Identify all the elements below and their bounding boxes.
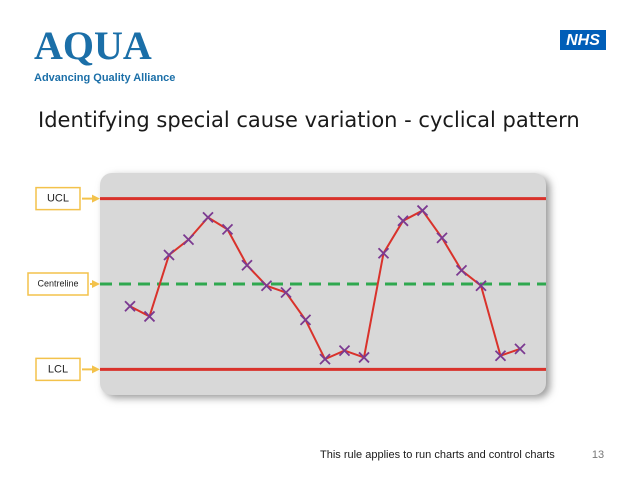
marker: [319, 353, 331, 365]
marker: [260, 280, 273, 292]
marker: [221, 223, 234, 235]
marker: [436, 232, 448, 244]
arrow-head: [92, 365, 100, 374]
marker: [182, 233, 195, 246]
marker: [514, 343, 526, 355]
marker: [299, 314, 312, 326]
marker: [202, 211, 214, 224]
logo: AQUA: [34, 23, 152, 68]
slide-title: Identifying special cause variation - cy…: [38, 108, 580, 132]
marker: [494, 350, 507, 362]
marker: [143, 310, 156, 323]
logo-tagline: Advancing Quality Alliance: [34, 72, 175, 84]
nhs-badge: [560, 30, 606, 50]
control-label: UCL: [47, 193, 69, 205]
arrow-head: [92, 280, 100, 288]
marker: [124, 300, 136, 312]
page-number: 13: [592, 449, 604, 461]
nhs-logo: NHS: [566, 32, 600, 49]
marker: [280, 286, 292, 299]
marker: [455, 264, 468, 276]
control-label: LCL: [48, 363, 68, 375]
marker: [377, 247, 390, 259]
arrow-head: [92, 194, 100, 203]
marker: [475, 280, 487, 292]
footer-note: This rule applies to run charts and cont…: [320, 449, 555, 461]
marker: [241, 259, 253, 271]
marker: [338, 344, 351, 357]
marker: [397, 215, 409, 227]
plot: UCL Centreline LCL: [27, 186, 546, 382]
marker: [358, 351, 370, 364]
label-box: [35, 186, 81, 211]
marker: [416, 204, 429, 217]
marker: [163, 249, 175, 261]
label-box: [27, 272, 89, 296]
label-box: [35, 357, 81, 382]
control-label: Centreline: [37, 278, 78, 288]
